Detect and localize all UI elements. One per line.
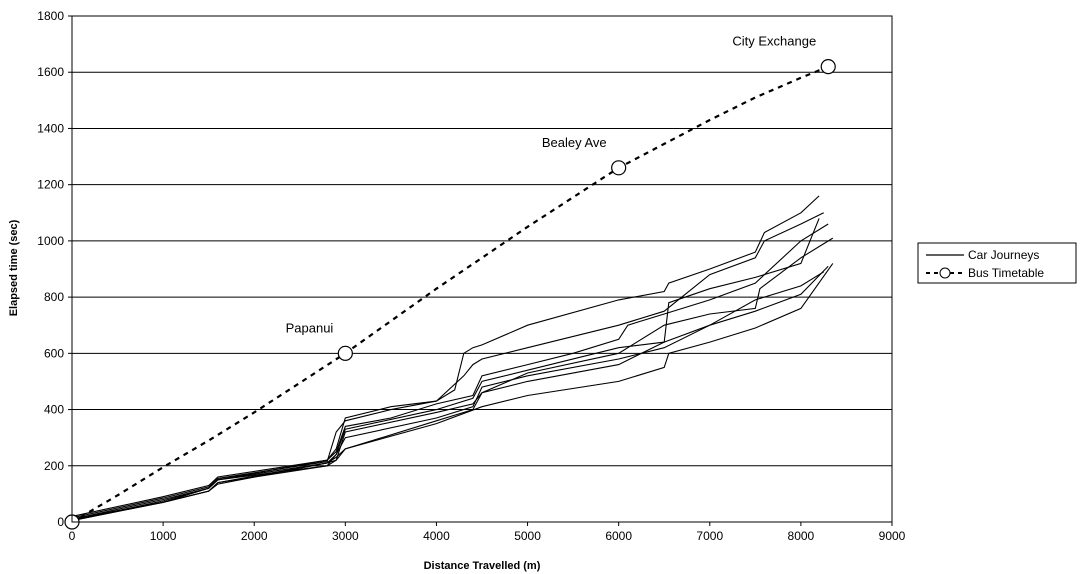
legend: Car Journeys Bus Timetable bbox=[917, 242, 1077, 284]
car-journey-line-7 bbox=[71, 265, 829, 522]
stop-annotations: Papanui Bealey Ave City Exchange bbox=[64, 34, 836, 530]
x-axis-ticks: 0 1000 2000 3000 4000 5000 6000 7000 8000 9000 bbox=[69, 522, 906, 543]
car-journey-line-5 bbox=[71, 237, 834, 520]
car-journey-line-3 bbox=[71, 223, 829, 520]
legend-label-bus-timetable: Bus Timetable bbox=[968, 266, 1044, 280]
car-journey-line-4 bbox=[71, 218, 820, 520]
legend-marker-bus-timetable bbox=[939, 267, 951, 279]
y-tick-label: 800 bbox=[44, 290, 64, 304]
y-tick-label: 1200 bbox=[37, 178, 64, 192]
x-tick-label: 0 bbox=[69, 529, 76, 543]
x-tick-label: 1000 bbox=[150, 529, 177, 543]
x-tick-label: 2000 bbox=[241, 529, 268, 543]
y-tick-label: 200 bbox=[44, 459, 64, 473]
y-tick-label: 1800 bbox=[37, 9, 64, 23]
legend-label-car-journeys: Car Journeys bbox=[968, 248, 1039, 262]
bus-stop-label: Bealey Ave bbox=[542, 135, 607, 150]
x-tick-label: 4000 bbox=[423, 529, 450, 543]
x-tick-label: 6000 bbox=[605, 529, 632, 543]
car-journey-line-1 bbox=[71, 195, 820, 517]
bus-stop-label: City Exchange bbox=[732, 34, 816, 49]
car-journey-line-2 bbox=[71, 212, 824, 519]
bus-stop-marker bbox=[820, 58, 836, 75]
x-tick-label: 3000 bbox=[332, 529, 359, 543]
y-tick-label: 1000 bbox=[37, 234, 64, 248]
y-tick-label: 400 bbox=[44, 403, 64, 417]
y-tick-label: 1600 bbox=[37, 65, 64, 79]
car-journey-line-8 bbox=[71, 263, 834, 522]
y-axis-title: Elapsed time (sec) bbox=[8, 219, 20, 316]
x-tick-label: 9000 bbox=[879, 529, 906, 543]
plot-frame bbox=[71, 15, 893, 523]
x-tick-label: 8000 bbox=[788, 529, 815, 543]
y-tick-label: 0 bbox=[57, 515, 64, 529]
bus-stop-marker bbox=[611, 160, 627, 176]
plot-area bbox=[71, 65, 834, 523]
bus-timetable-line bbox=[71, 65, 829, 523]
y-tick-label: 600 bbox=[44, 346, 64, 360]
y-tick-label: 1400 bbox=[37, 121, 64, 135]
x-tick-label: 7000 bbox=[696, 529, 723, 543]
y-axis-ticks: 0 200 400 600 800 1000 1200 1400 1600 1800 bbox=[37, 9, 72, 529]
bus-stop-label: Papanui bbox=[286, 320, 334, 335]
x-axis-title: Distance Travelled (m) bbox=[424, 560, 541, 572]
x-tick-label: 5000 bbox=[514, 529, 541, 543]
grid-lines bbox=[72, 71, 892, 467]
bus-stop-marker bbox=[337, 345, 353, 361]
car-journey-line-6 bbox=[71, 271, 824, 522]
